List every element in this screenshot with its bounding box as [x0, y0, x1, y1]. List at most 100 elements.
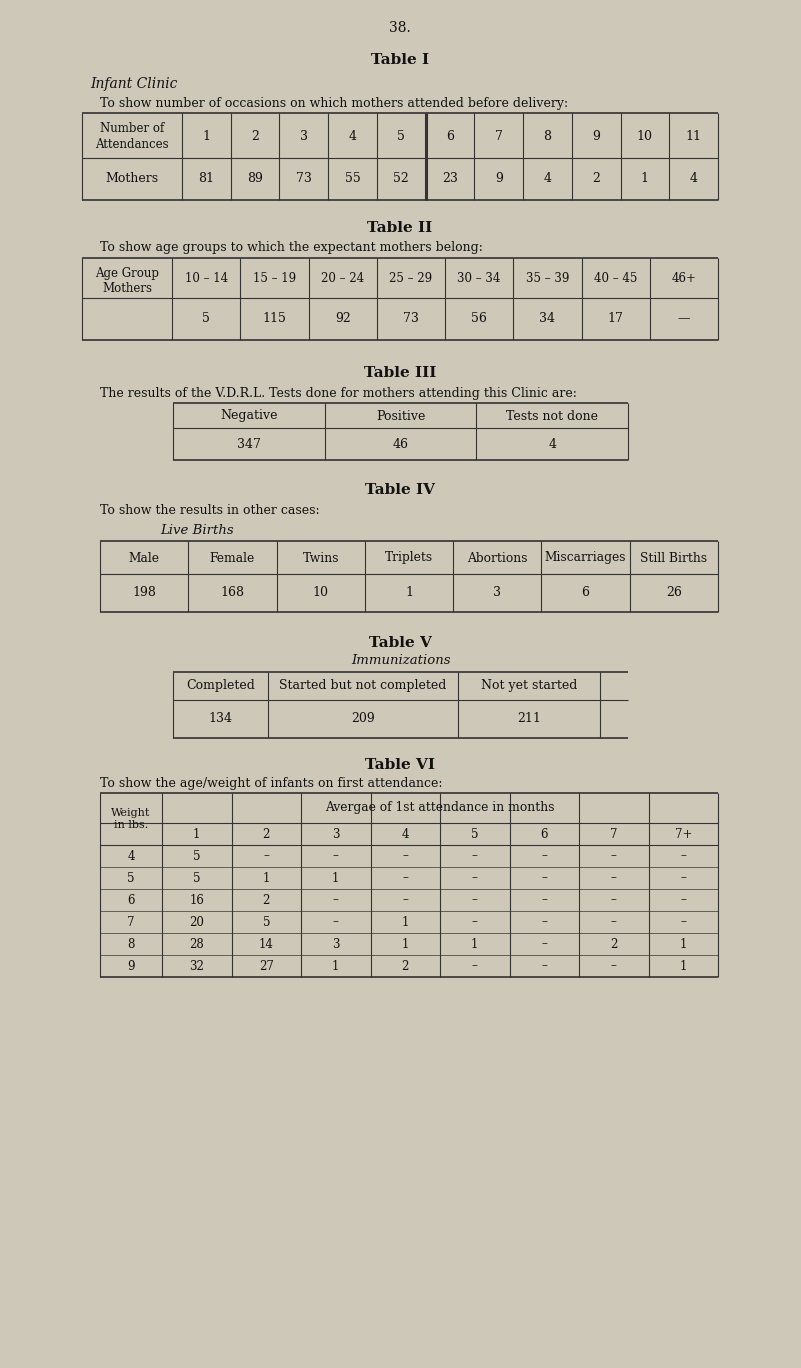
Text: 81: 81 [199, 172, 215, 186]
Text: To show the age/weight of infants on first attendance:: To show the age/weight of infants on fir… [100, 777, 442, 791]
Text: To show number of occasions on which mothers attended before delivery:: To show number of occasions on which mot… [100, 97, 568, 109]
Text: 7: 7 [610, 828, 618, 840]
Text: –: – [541, 959, 547, 973]
Text: 34: 34 [539, 312, 555, 326]
Text: 8: 8 [127, 937, 135, 951]
Text: 20 – 24: 20 – 24 [321, 272, 364, 286]
Text: 46+: 46+ [671, 272, 696, 286]
Text: –: – [611, 850, 617, 862]
Text: –: – [680, 915, 686, 929]
Text: 3: 3 [300, 130, 308, 142]
Text: 115: 115 [263, 312, 286, 326]
Text: 1: 1 [332, 871, 340, 885]
Text: 9: 9 [495, 172, 503, 186]
Text: 9: 9 [592, 130, 600, 142]
Text: Positive: Positive [376, 409, 425, 423]
Text: 5: 5 [127, 871, 135, 885]
Text: 92: 92 [335, 312, 351, 326]
Text: 4: 4 [127, 850, 135, 862]
Text: –: – [472, 893, 477, 907]
Text: 4: 4 [690, 172, 698, 186]
Text: 15 – 19: 15 – 19 [253, 272, 296, 286]
Text: 2: 2 [252, 130, 259, 142]
Text: Twins: Twins [303, 551, 339, 565]
Text: 30 – 34: 30 – 34 [457, 272, 501, 286]
Text: 28: 28 [189, 937, 204, 951]
Text: Female: Female [210, 551, 255, 565]
Text: 25 – 29: 25 – 29 [389, 272, 433, 286]
Text: –: – [541, 915, 547, 929]
Text: 8: 8 [543, 130, 551, 142]
Text: To show the results in other cases:: To show the results in other cases: [100, 503, 320, 517]
Text: –: – [541, 871, 547, 885]
Text: Age Group: Age Group [95, 268, 159, 280]
Text: 211: 211 [517, 713, 541, 725]
Text: 1: 1 [193, 828, 200, 840]
Text: 1: 1 [263, 871, 270, 885]
Text: Mothers: Mothers [106, 172, 159, 186]
Text: –: – [611, 959, 617, 973]
Text: –: – [332, 915, 339, 929]
Text: –: – [472, 915, 477, 929]
Text: Table V: Table V [368, 636, 432, 650]
Text: 347: 347 [237, 438, 261, 450]
Text: 5: 5 [193, 871, 200, 885]
Text: 10 – 14: 10 – 14 [184, 272, 227, 286]
Text: 46: 46 [392, 438, 409, 450]
Text: Tests not done: Tests not done [506, 409, 598, 423]
Text: 1: 1 [401, 937, 409, 951]
Text: 23: 23 [442, 172, 458, 186]
Text: 52: 52 [393, 172, 409, 186]
Text: 1: 1 [401, 915, 409, 929]
Text: The results of the V.D.R.L. Tests done for mothers attending this Clinic are:: The results of the V.D.R.L. Tests done f… [100, 387, 577, 399]
Text: 2: 2 [401, 959, 409, 973]
Text: 1: 1 [471, 937, 478, 951]
Text: –: – [541, 937, 547, 951]
Text: –: – [264, 850, 269, 862]
Text: –: – [611, 915, 617, 929]
Text: 10: 10 [637, 130, 653, 142]
Text: 55: 55 [344, 172, 360, 186]
Text: Number of
Attendances: Number of Attendances [95, 122, 169, 150]
Text: Table I: Table I [371, 53, 429, 67]
Text: 5: 5 [202, 312, 210, 326]
Text: 3: 3 [493, 587, 501, 599]
Text: –: – [332, 850, 339, 862]
Text: 40 – 45: 40 – 45 [594, 272, 638, 286]
Text: 1: 1 [332, 959, 340, 973]
Text: Not yet started: Not yet started [481, 680, 578, 692]
Text: 38.: 38. [389, 21, 411, 36]
Text: –: – [472, 871, 477, 885]
Text: 6: 6 [127, 893, 135, 907]
Text: Started but not completed: Started but not completed [280, 680, 447, 692]
Text: 5: 5 [397, 130, 405, 142]
Text: Table III: Table III [364, 367, 437, 380]
Text: 16: 16 [189, 893, 204, 907]
Text: 26: 26 [666, 587, 682, 599]
Text: 1: 1 [405, 587, 413, 599]
Text: 4: 4 [401, 828, 409, 840]
Text: 7+: 7+ [674, 828, 692, 840]
Text: –: – [680, 871, 686, 885]
Text: 134: 134 [208, 713, 232, 725]
Text: 4: 4 [548, 438, 556, 450]
Text: 7: 7 [495, 130, 503, 142]
Text: 10: 10 [312, 587, 328, 599]
Text: 3: 3 [332, 937, 340, 951]
Text: 2: 2 [263, 828, 270, 840]
Text: 56: 56 [471, 312, 487, 326]
Text: Infant Clinic: Infant Clinic [90, 77, 177, 92]
Text: Negative: Negative [220, 409, 278, 423]
Text: Completed: Completed [186, 680, 255, 692]
Text: –: – [332, 893, 339, 907]
Text: 20: 20 [189, 915, 204, 929]
Text: –: – [611, 893, 617, 907]
Text: 35 – 39: 35 – 39 [525, 272, 569, 286]
Text: 73: 73 [296, 172, 312, 186]
Text: Abortions: Abortions [467, 551, 528, 565]
Text: 11: 11 [686, 130, 702, 142]
Text: —: — [678, 312, 690, 326]
Text: 5: 5 [263, 915, 270, 929]
Text: 1: 1 [203, 130, 211, 142]
Text: 198: 198 [132, 587, 156, 599]
